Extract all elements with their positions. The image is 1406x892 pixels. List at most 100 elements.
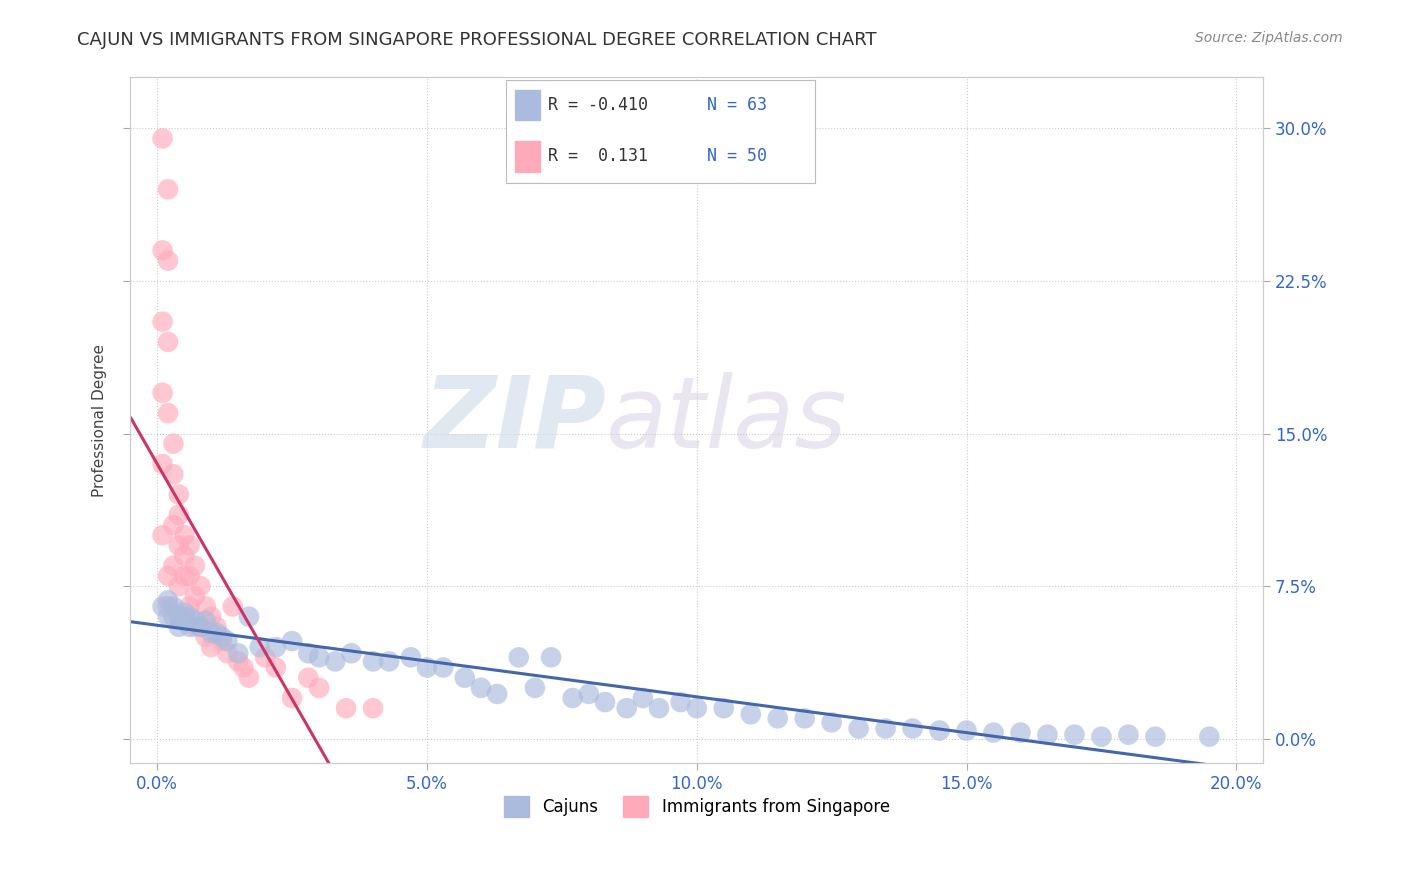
Point (162, 609, 184, 624)
Point (156, 609, 179, 624)
Point (173, 528, 195, 542)
Point (232, 660, 254, 674)
Bar (516, 141, 540, 171)
Point (200, 626, 222, 640)
Point (361, 654, 384, 668)
Point (983, 725, 1005, 739)
Point (179, 569, 201, 583)
Point (254, 650, 277, 665)
Point (179, 599, 201, 614)
Point (167, 538, 190, 552)
Point (167, 609, 190, 624)
Point (593, 695, 616, 709)
Text: N = 50: N = 50 (707, 147, 768, 165)
Text: CAJUN VS IMMIGRANTS FROM SINGAPORE PROFESSIONAL DEGREE CORRELATION CHART: CAJUN VS IMMIGRANTS FROM SINGAPORE PROFE… (77, 31, 877, 49)
Point (184, 620, 207, 634)
Point (378, 654, 401, 668)
Point (821, 715, 844, 730)
Point (162, 518, 184, 533)
Point (205, 626, 228, 640)
Point (173, 569, 195, 583)
Point (399, 650, 422, 665)
Text: R =  0.131: R = 0.131 (548, 147, 648, 165)
Point (323, 654, 346, 668)
Point (211, 630, 233, 644)
Point (152, 244, 174, 258)
Point (184, 589, 207, 603)
Point (340, 646, 363, 660)
Point (1118, 728, 1140, 742)
Point (249, 640, 271, 655)
Point (173, 609, 195, 624)
Point (1198, 730, 1220, 744)
Point (238, 671, 260, 685)
Point (454, 671, 477, 685)
Point (162, 467, 184, 482)
Point (1090, 730, 1112, 744)
Point (190, 620, 212, 634)
Point (686, 701, 709, 715)
Point (179, 538, 201, 552)
Point (264, 640, 287, 655)
Point (335, 701, 357, 715)
Point (740, 707, 762, 722)
Point (152, 599, 174, 614)
Point (226, 654, 249, 668)
Point (281, 691, 304, 706)
Point (875, 722, 897, 736)
Point (308, 650, 330, 665)
Point (179, 609, 201, 624)
Point (200, 609, 222, 624)
Point (955, 723, 977, 738)
Point (217, 646, 239, 660)
Point (173, 614, 195, 628)
Point (432, 660, 454, 674)
Point (416, 660, 439, 674)
Point (184, 558, 207, 573)
Point (156, 593, 179, 607)
Point (194, 614, 217, 628)
Point (167, 508, 190, 522)
Point (222, 599, 245, 614)
Point (361, 701, 384, 715)
Point (848, 722, 870, 736)
Point (901, 722, 924, 736)
Point (184, 614, 207, 628)
Point (1010, 725, 1032, 739)
Point (167, 620, 190, 634)
Point (167, 579, 190, 593)
Point (793, 711, 815, 725)
Point (1144, 730, 1167, 744)
Text: atlas: atlas (606, 372, 848, 469)
Text: N = 63: N = 63 (707, 96, 768, 114)
Point (162, 599, 184, 614)
Point (152, 131, 174, 145)
Point (156, 334, 179, 349)
Text: R = -0.410: R = -0.410 (548, 96, 648, 114)
Point (167, 487, 190, 501)
Point (669, 695, 692, 709)
Point (766, 711, 789, 725)
Text: ZIP: ZIP (423, 372, 606, 469)
Point (281, 634, 304, 648)
Point (200, 640, 222, 655)
Point (540, 650, 562, 665)
Point (152, 315, 174, 329)
Point (173, 549, 195, 563)
Text: Source: ZipAtlas.com: Source: ZipAtlas.com (1195, 31, 1343, 45)
Point (928, 723, 950, 738)
Point (238, 609, 260, 624)
Point (578, 687, 600, 701)
Point (156, 253, 179, 268)
Point (162, 558, 184, 573)
Point (156, 569, 179, 583)
Y-axis label: Professional Degree: Professional Degree (93, 343, 107, 497)
Point (156, 406, 179, 420)
Legend: Cajuns, Immigrants from Singapore: Cajuns, Immigrants from Singapore (498, 789, 897, 823)
Point (297, 671, 319, 685)
Point (205, 620, 228, 634)
Point (297, 646, 319, 660)
Point (713, 701, 735, 715)
Bar (516, 89, 540, 120)
Point (616, 701, 638, 715)
